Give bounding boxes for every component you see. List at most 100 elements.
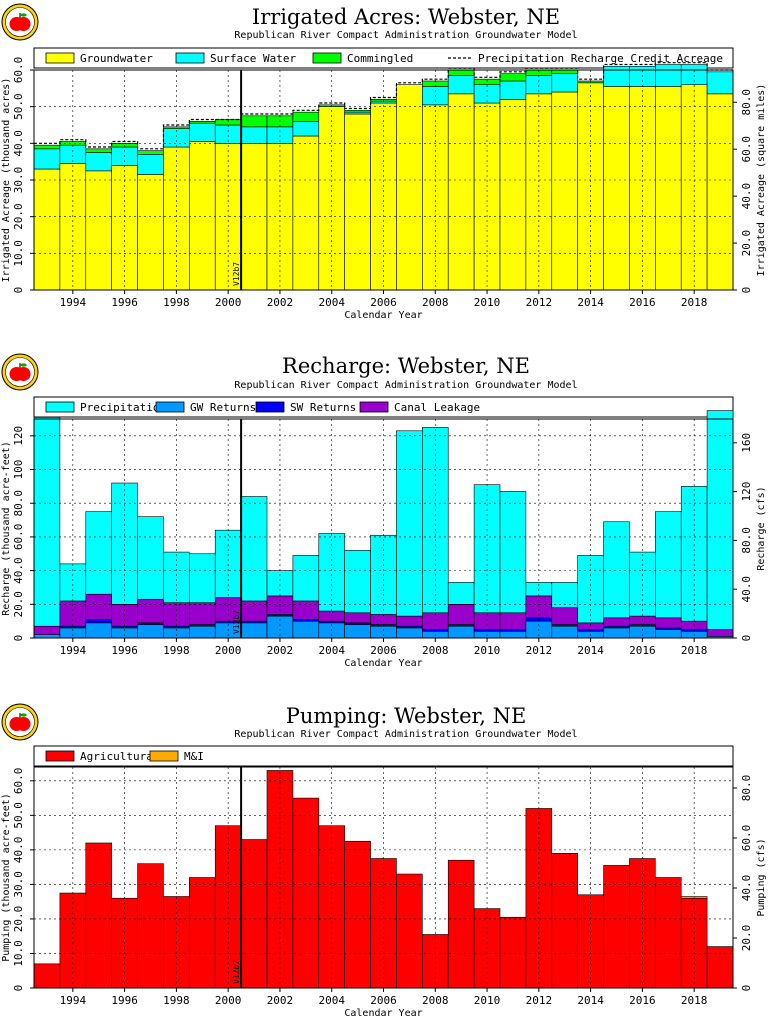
y-tick-label-2: 40.0 — [12, 557, 25, 584]
apple-leaf — [20, 363, 27, 367]
legend-swatch-2 — [149, 750, 179, 762]
bar-2017-agricultural — [655, 877, 682, 989]
x-tick-label-5: 2004 — [318, 994, 345, 1007]
bar-2001-precipitation — [240, 496, 268, 602]
chart-title: Irrigated Acres: Webster, NE — [252, 5, 560, 29]
y-tick-label-6: 60.0 — [12, 768, 25, 795]
x-tick-label-2: 1998 — [163, 994, 190, 1007]
legend-label-4: Canal Leakage — [394, 401, 480, 414]
bar-2005-groundwater — [344, 113, 371, 291]
y-tick-label-3: 30.0 — [12, 167, 25, 194]
apple-leaf — [20, 13, 27, 17]
bar-1995-canal-leakage — [85, 593, 112, 620]
bar-2008-precipitation — [422, 427, 449, 614]
x-tick-label-3: 2000 — [215, 296, 242, 309]
legend-swatch-1 — [45, 401, 75, 413]
y2-tick-label-0: 0 — [740, 635, 753, 642]
apple-stem — [19, 713, 21, 718]
y-tick-label-6: 60.0 — [12, 57, 25, 84]
bar-1998-commingled — [163, 126, 190, 129]
bar-1999-surface-water — [189, 122, 216, 142]
bar-2003-canal-leakage — [292, 600, 320, 620]
x-tick-label-2: 1998 — [163, 296, 190, 309]
bar-1995-surface-water — [85, 152, 112, 172]
y2-axis-title: Recharge (cfs) — [756, 486, 767, 570]
y2-tick-label-1: 20.0 — [740, 230, 753, 256]
apple-logo-icon — [1, 3, 39, 41]
bar-2007-groundwater — [396, 84, 423, 291]
bar-1995-commingled — [85, 148, 112, 153]
bar-1993-canal-leakage — [33, 625, 61, 635]
x-tick-label-11: 2016 — [629, 644, 656, 657]
bar-2009-gw-returns — [447, 625, 475, 639]
bar-2019-precipitation — [706, 410, 734, 630]
x-axis-title: Calendar Year — [344, 310, 422, 321]
chart-title: Recharge: Webster, NE — [282, 354, 530, 378]
y2-axis-title: Irrigated Acreage (square miles) — [756, 84, 767, 277]
x-tick-label-9: 2012 — [526, 644, 553, 657]
bar-2011-gw-returns — [499, 630, 527, 639]
bar-1995-sw-returns — [85, 619, 112, 624]
bar-2009-surface-water — [447, 75, 475, 95]
legend-label-1: Groundwater — [80, 52, 153, 65]
y2-tick-label-4: 80.0 — [740, 775, 753, 802]
bar-1999-commingled — [189, 121, 216, 124]
x-tick-label-4: 2002 — [267, 994, 294, 1007]
bar-1993-commingled — [33, 144, 61, 150]
x-tick-label-10: 2014 — [577, 296, 604, 309]
bar-2017-groundwater — [655, 86, 682, 291]
bar-2006-gw-returns — [370, 625, 397, 639]
bar-2017-surface-water — [655, 64, 682, 87]
y-tick-label-4: 80.0 — [12, 490, 25, 517]
legend-label-3: Commingled — [347, 52, 413, 65]
bar-2005-precipitation — [344, 550, 371, 614]
legend-swatch-3 — [255, 401, 285, 413]
bar-2011-agricultural — [499, 916, 527, 989]
bar-2001-commingled — [240, 115, 268, 128]
bar-2015-precipitation — [603, 521, 630, 619]
bar-2013-surface-water — [551, 73, 578, 93]
y2-axis-title: Pumping (cfs) — [756, 838, 767, 916]
bar-2003-groundwater — [292, 135, 320, 291]
bar-2001-gw-returns — [240, 622, 268, 639]
y-tick-label-5: 50.0 — [12, 93, 25, 120]
x-tick-label-9: 2012 — [526, 994, 553, 1007]
legend-label-credit: Precipitation Recharge Credit Acreage — [478, 52, 723, 65]
x-tick-label-3: 2000 — [215, 644, 242, 657]
bar-1996-precipitation — [111, 482, 138, 605]
legend-swatch-1 — [45, 750, 75, 762]
x-tick-label-8: 2010 — [474, 644, 501, 657]
bar-1999-canal-leakage — [189, 602, 216, 625]
x-tick-label-7: 2008 — [422, 644, 449, 657]
bar-2001-surface-water — [240, 126, 268, 144]
bar-2015-surface-water — [603, 66, 630, 87]
bar-1997-groundwater — [137, 174, 164, 291]
x-tick-label-10: 2014 — [577, 994, 604, 1007]
bar-2004-groundwater — [318, 106, 345, 291]
y-tick-label-0: 0 — [12, 287, 25, 294]
y2-tick-label-0: 0 — [740, 985, 753, 992]
bar-1994-canal-leakage — [59, 600, 87, 627]
bar-1995-groundwater — [85, 170, 112, 291]
x-tick-label-5: 2004 — [318, 296, 345, 309]
x-tick-label-7: 2008 — [422, 994, 449, 1007]
y-axis-title: Irrigated Acreage (thousand acres) — [1, 78, 12, 283]
x-tick-label-0: 1994 — [60, 296, 87, 309]
bar-1995-agricultural — [85, 842, 112, 989]
bar-2009-precipitation — [447, 582, 475, 605]
bar-2013-canal-leakage — [551, 607, 578, 625]
bar-2013-commingled — [551, 69, 578, 74]
x-tick-label-0: 1994 — [60, 994, 87, 1007]
y2-tick-label-2: 40.0 — [740, 875, 753, 902]
bar-1995-gw-returns — [85, 622, 112, 639]
legend-swatch-3 — [312, 52, 342, 64]
x-tick-label-9: 2012 — [526, 296, 553, 309]
bar-2019-agricultural — [706, 946, 734, 989]
bar-1993-agricultural — [33, 963, 61, 989]
bar-2005-agricultural — [344, 840, 371, 989]
apple-right — [16, 367, 31, 381]
bar-1995-precipitation — [85, 511, 112, 595]
bar-1999-gw-returns — [189, 625, 216, 639]
apple-right — [16, 17, 31, 31]
